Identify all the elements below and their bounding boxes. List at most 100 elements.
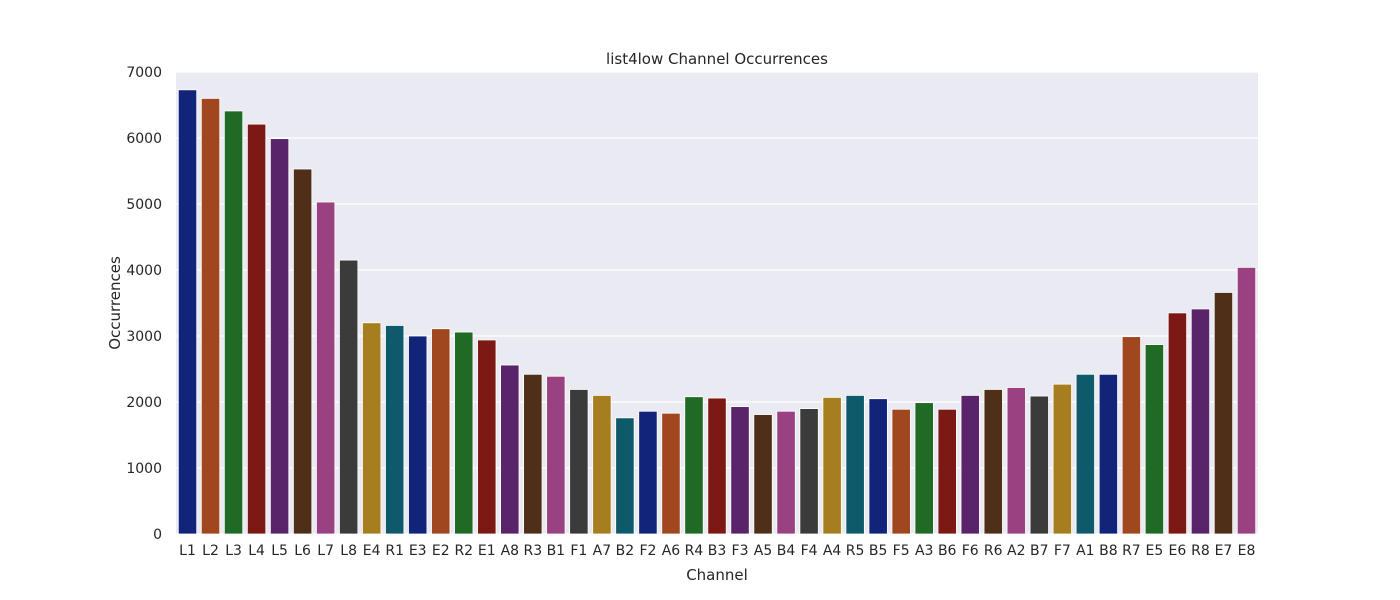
bar-r5 bbox=[845, 394, 865, 535]
x-tick-label: F7 bbox=[1054, 543, 1071, 559]
x-tick-label: B8 bbox=[1099, 543, 1118, 559]
bar-a8 bbox=[500, 364, 520, 535]
x-tick-label: L6 bbox=[294, 543, 311, 559]
x-tick-label: A4 bbox=[823, 543, 842, 559]
x-tick-label: R1 bbox=[385, 543, 404, 559]
x-tick-label: L7 bbox=[317, 543, 334, 559]
bar-f6 bbox=[960, 394, 980, 535]
x-tick-label: E7 bbox=[1215, 543, 1233, 559]
x-tick-label: F6 bbox=[962, 543, 979, 559]
bar-e8 bbox=[1236, 266, 1257, 535]
x-tick-label: R8 bbox=[1191, 543, 1210, 559]
bar-f3 bbox=[730, 406, 750, 535]
x-tick-label: E3 bbox=[409, 543, 427, 559]
bar-l7 bbox=[316, 201, 336, 535]
y-axis-label: Occurrences bbox=[106, 256, 124, 350]
x-tick-label: F1 bbox=[570, 543, 587, 559]
y-tick-label: 7000 bbox=[126, 65, 162, 81]
x-tick-label: R3 bbox=[524, 543, 543, 559]
bar-e6 bbox=[1167, 312, 1188, 535]
x-tick-label: L5 bbox=[271, 543, 288, 559]
bar-b2 bbox=[615, 417, 635, 535]
bar-b5 bbox=[868, 398, 888, 535]
x-tick-label: E1 bbox=[478, 543, 496, 559]
bar-e3 bbox=[408, 335, 428, 535]
bar-r6 bbox=[983, 389, 1003, 535]
y-tick-label: 0 bbox=[153, 527, 162, 543]
x-tick-label: L3 bbox=[225, 543, 242, 559]
x-tick-label: A1 bbox=[1076, 543, 1094, 559]
x-tick-label: F2 bbox=[639, 543, 656, 559]
y-tick-label: 3000 bbox=[126, 329, 162, 345]
x-tick-label: B7 bbox=[1030, 543, 1049, 559]
x-tick-label: A8 bbox=[501, 543, 519, 559]
bar-e2 bbox=[431, 328, 451, 535]
bar-b7 bbox=[1029, 395, 1049, 535]
bar-a3 bbox=[914, 402, 934, 535]
bar-a1 bbox=[1075, 373, 1095, 535]
bar-a4 bbox=[822, 396, 842, 535]
x-tick-label: E5 bbox=[1146, 543, 1164, 559]
bars bbox=[177, 89, 1257, 535]
x-tick-label: R4 bbox=[685, 543, 704, 559]
y-tick-label: 4000 bbox=[126, 263, 162, 279]
bar-r8 bbox=[1190, 308, 1211, 535]
x-tick-label: E2 bbox=[432, 543, 450, 559]
x-tick-label: B1 bbox=[547, 543, 566, 559]
x-axis-ticks: L1 L2 L3 L4 L5 L6 L7 L8 E4 R1 E3 E2 R2 E1 A8 R3 B1 F1 A7 B2… bbox=[179, 543, 1255, 559]
bar-f1 bbox=[569, 389, 589, 535]
x-tick-label: R5 bbox=[846, 543, 865, 559]
y-tick-label: 6000 bbox=[126, 131, 162, 147]
bar-f2 bbox=[638, 410, 658, 535]
x-tick-label: A7 bbox=[593, 543, 611, 559]
bar-e5 bbox=[1144, 344, 1165, 535]
bar-l3 bbox=[223, 110, 244, 535]
x-tick-label: A6 bbox=[662, 543, 681, 559]
bar-e4 bbox=[362, 322, 382, 535]
bar-e7 bbox=[1213, 292, 1234, 535]
bar-l8 bbox=[339, 259, 359, 535]
bar-a2 bbox=[1006, 387, 1026, 535]
bar-r3 bbox=[523, 373, 543, 535]
x-tick-label: F4 bbox=[801, 543, 818, 559]
bar-b4 bbox=[776, 410, 796, 535]
bar-b1 bbox=[546, 375, 566, 535]
bar-a5 bbox=[753, 414, 773, 535]
bar-l1 bbox=[177, 89, 198, 535]
x-tick-label: B6 bbox=[938, 543, 957, 559]
x-tick-label: R6 bbox=[984, 543, 1003, 559]
bar-r7 bbox=[1121, 336, 1141, 535]
x-tick-label: L8 bbox=[340, 543, 357, 559]
y-tick-label: 2000 bbox=[126, 395, 162, 411]
y-axis-ticks: 0 1000 2000 3000 4000 5000 6000 7000 bbox=[126, 65, 162, 543]
x-tick-label: R2 bbox=[454, 543, 473, 559]
x-tick-label: B5 bbox=[869, 543, 888, 559]
bar-l5 bbox=[269, 138, 290, 535]
bar-f7 bbox=[1052, 383, 1072, 535]
x-tick-label: B2 bbox=[616, 543, 635, 559]
bar-b6 bbox=[937, 408, 957, 535]
bar-r4 bbox=[684, 396, 704, 535]
bar-b3 bbox=[707, 397, 727, 535]
x-tick-label: A2 bbox=[1007, 543, 1025, 559]
x-tick-label: R7 bbox=[1122, 543, 1141, 559]
bar-l6 bbox=[293, 168, 313, 535]
chart-title: list4low Channel Occurrences bbox=[606, 50, 828, 68]
x-tick-label: L4 bbox=[248, 543, 265, 559]
x-tick-label: F5 bbox=[893, 543, 910, 559]
y-tick-label: 1000 bbox=[126, 461, 162, 477]
x-tick-label: L2 bbox=[202, 543, 219, 559]
bar-a7 bbox=[592, 394, 612, 535]
x-axis-label: Channel bbox=[686, 566, 748, 584]
bar-r1 bbox=[385, 325, 405, 535]
x-tick-label: E8 bbox=[1238, 543, 1256, 559]
y-tick-label: 5000 bbox=[126, 197, 162, 213]
bar-b8 bbox=[1098, 373, 1118, 535]
bar-f5 bbox=[891, 408, 911, 535]
bar-e1 bbox=[477, 339, 497, 535]
x-tick-label: E4 bbox=[363, 543, 381, 559]
bar-l4 bbox=[246, 123, 267, 535]
x-tick-label: A5 bbox=[754, 543, 772, 559]
bar-r2 bbox=[454, 331, 474, 535]
